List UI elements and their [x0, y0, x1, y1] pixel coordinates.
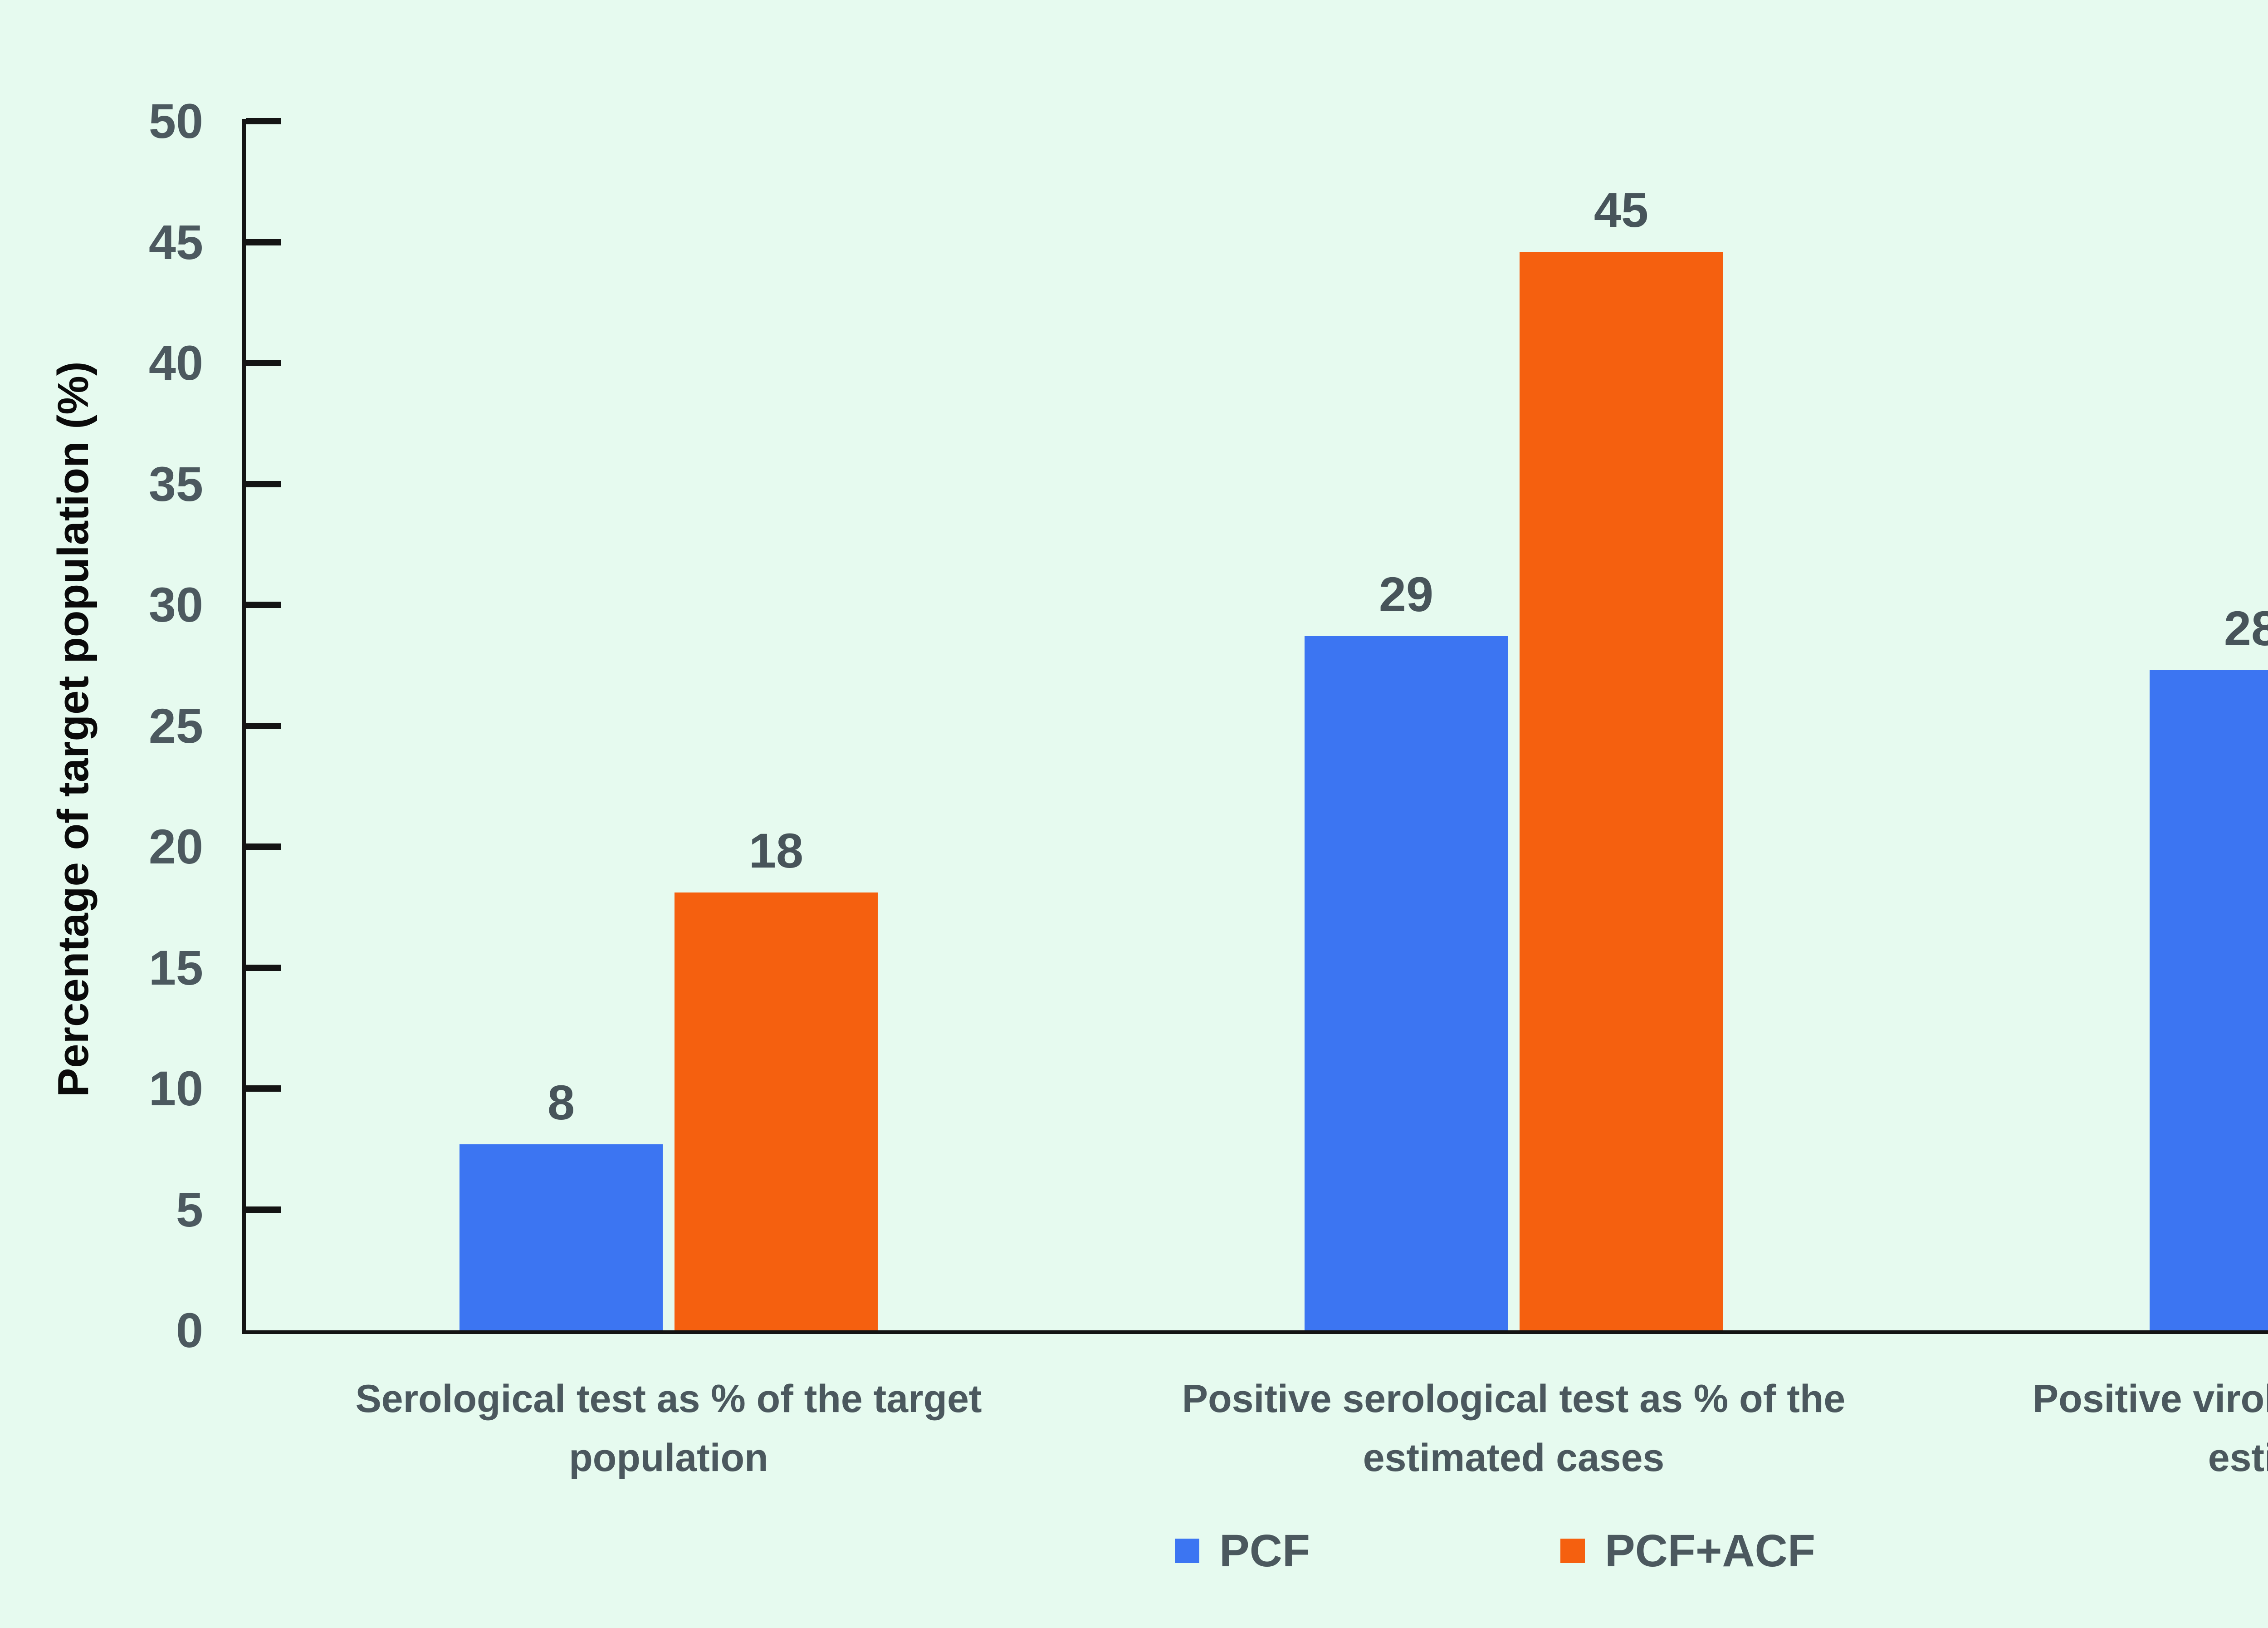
bar-value-label: 45 — [1593, 182, 1649, 237]
y-tick-label: 50 — [148, 93, 203, 148]
y-axis-line — [242, 119, 246, 1334]
y-tick-label: 45 — [148, 214, 203, 270]
y-tick-mark — [246, 1206, 281, 1213]
bar-pcf-acf-group2 — [1520, 252, 1723, 1330]
y-tick-mark — [246, 1085, 281, 1092]
y-tick-label: 15 — [148, 940, 203, 995]
y-tick-label: 5 — [176, 1182, 203, 1237]
bar-value-label: 18 — [748, 823, 804, 878]
y-tick-mark — [246, 118, 281, 124]
y-tick-label: 0 — [176, 1303, 203, 1358]
bar-pcf-group3 — [2150, 670, 2268, 1330]
legend-swatch-pcf-acf-icon — [1560, 1539, 1585, 1563]
y-tick-label: 35 — [148, 456, 203, 511]
y-tick-label: 20 — [148, 819, 203, 874]
category-label-3: Positive virological test as % of the es… — [2032, 1377, 2268, 1480]
y-tick-mark — [246, 239, 281, 245]
x-axis-line — [242, 1330, 2268, 1334]
bar-pcf-acf-group1 — [675, 892, 878, 1330]
category-label-1: Serological test as % of the target popu… — [355, 1377, 982, 1480]
bar-value-label: 8 — [547, 1075, 575, 1130]
y-tick-mark — [246, 481, 281, 487]
y-tick-label: 30 — [148, 577, 203, 632]
legend-label-pcf: PCF — [1219, 1525, 1310, 1576]
legend-swatch-pcf-icon — [1175, 1539, 1199, 1563]
legend-item-pcf-acf: PCF+ACF — [1560, 1525, 1815, 1576]
legend-item-pcf: PCF — [1175, 1525, 1310, 1576]
y-tick-label: 10 — [148, 1061, 203, 1116]
y-tick-mark — [246, 360, 281, 366]
y-tick-mark — [246, 602, 281, 608]
bar-pcf-group1 — [459, 1144, 663, 1330]
bar-value-label: 29 — [1378, 567, 1434, 622]
y-tick-mark — [246, 843, 281, 850]
bar-pcf-group2 — [1305, 636, 1508, 1330]
legend-label-pcf-acf: PCF+ACF — [1605, 1525, 1815, 1576]
y-tick-mark — [246, 964, 281, 971]
y-tick-mark — [246, 722, 281, 729]
category-label-2: Positive serological test as % of the es… — [1182, 1377, 1846, 1480]
y-tick-label: 25 — [148, 698, 203, 753]
bar-value-label: 28 — [2224, 601, 2268, 656]
y-tick-label: 40 — [148, 335, 203, 390]
